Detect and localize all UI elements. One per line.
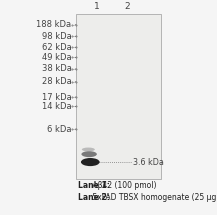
Text: 14 kDa: 14 kDa: [42, 102, 72, 111]
Text: 3.6 kDa: 3.6 kDa: [133, 158, 164, 167]
Text: 5xFAD TBSX homogenate (25 μg): 5xFAD TBSX homogenate (25 μg): [90, 193, 217, 202]
Text: 62 kDa: 62 kDa: [42, 43, 72, 52]
Text: Aβ42 (100 pmol): Aβ42 (100 pmol): [90, 181, 157, 190]
Ellipse shape: [82, 147, 95, 151]
Ellipse shape: [81, 151, 97, 157]
Ellipse shape: [81, 158, 100, 166]
Bar: [76, 14, 161, 179]
Text: 38 kDa: 38 kDa: [42, 64, 72, 74]
Text: 49 kDa: 49 kDa: [42, 53, 72, 62]
Text: 2: 2: [124, 2, 130, 11]
Text: 6 kDa: 6 kDa: [47, 124, 72, 134]
Text: 1: 1: [94, 2, 100, 11]
Text: 98 kDa: 98 kDa: [42, 32, 72, 41]
Text: Lane 1:: Lane 1:: [78, 181, 110, 190]
Text: 17 kDa: 17 kDa: [42, 92, 72, 101]
Text: Lane 2:: Lane 2:: [78, 193, 110, 202]
Text: 188 kDa: 188 kDa: [36, 20, 72, 29]
Text: 28 kDa: 28 kDa: [42, 77, 72, 86]
